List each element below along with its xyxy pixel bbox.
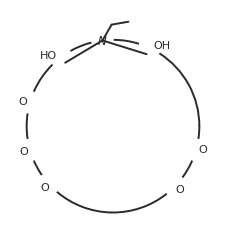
Text: O: O: [40, 182, 49, 192]
Text: N: N: [98, 35, 106, 48]
Text: O: O: [19, 97, 27, 107]
Text: OH: OH: [153, 41, 169, 51]
Text: HO: HO: [40, 51, 57, 60]
Text: O: O: [19, 147, 28, 156]
Text: O: O: [197, 145, 206, 155]
Text: O: O: [175, 184, 184, 194]
